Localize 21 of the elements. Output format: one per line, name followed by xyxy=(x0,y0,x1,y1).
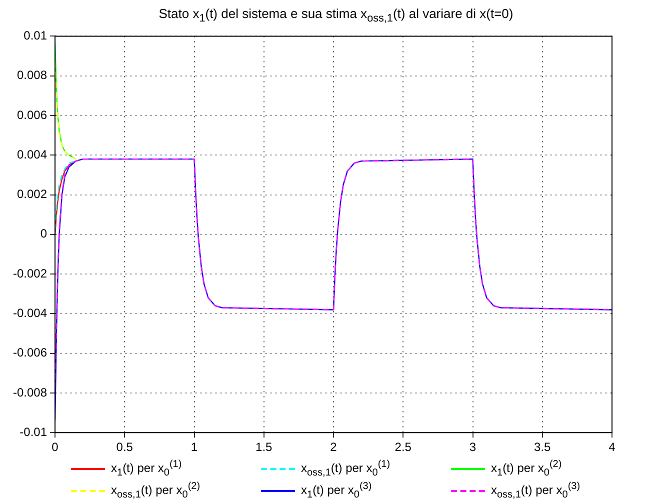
y-tick-label: 0.004 xyxy=(16,147,48,162)
y-tick-label: -0.008 xyxy=(12,385,48,400)
y-tick-label: 0.006 xyxy=(16,108,48,122)
x-tick-label: 1 xyxy=(190,440,198,454)
x-tick-label: 3.5 xyxy=(534,440,552,454)
x-tick-label: 2.5 xyxy=(394,440,412,454)
y-tick-label: -0.002 xyxy=(12,266,48,280)
x-tick-label: 2 xyxy=(330,440,338,454)
x-tick-label: 4 xyxy=(608,440,616,454)
y-tick-label: 0 xyxy=(40,226,48,241)
y-tick-label: 0.002 xyxy=(16,187,48,202)
y-tick-label: -0.006 xyxy=(12,346,48,360)
y-tick-label: -0.004 xyxy=(12,306,48,320)
chart-title: Stato x$_{1}$(t) del sistema e sua stima x$_{oss,1}$(t) al variare di x(t=0) xyxy=(158,5,514,26)
y-tick-label: -0.01 xyxy=(20,424,48,439)
x-tick-label: 3 xyxy=(469,440,476,454)
y-tick-label: 0.008 xyxy=(16,68,48,82)
x-tick-label: 0 xyxy=(52,440,59,454)
x-tick-label: 0.5 xyxy=(116,440,134,454)
y-tick-label: 0.01 xyxy=(24,28,48,43)
x-tick-label: 1.5 xyxy=(256,440,273,454)
